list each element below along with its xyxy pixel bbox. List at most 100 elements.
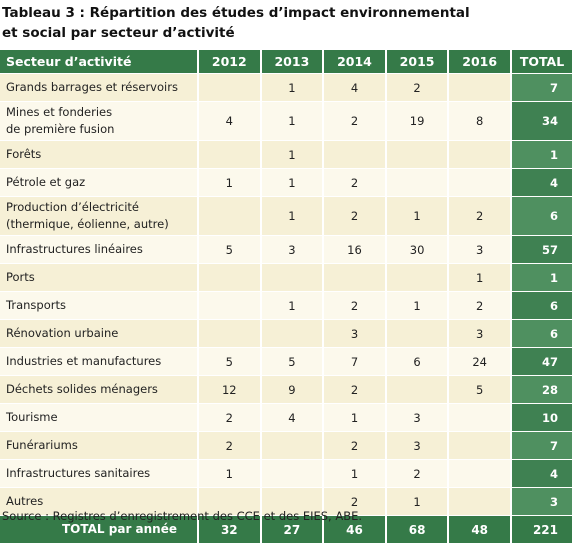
row-label: Industries et manufactures	[0, 348, 197, 375]
row-total: 7	[512, 432, 572, 459]
cell: 9	[261, 376, 323, 403]
cell: 1	[261, 169, 323, 196]
cell	[449, 488, 510, 515]
cell	[449, 404, 510, 431]
cell	[449, 460, 510, 487]
row-total: 28	[512, 376, 572, 403]
table-row: Tourisme 2 4 1 3 10	[0, 404, 572, 431]
cell: 2	[324, 488, 385, 515]
cell: 7	[324, 348, 385, 375]
cell	[261, 432, 323, 459]
total-cell: 221	[512, 516, 572, 543]
column-header: 2016	[449, 50, 510, 73]
cell: 2	[324, 102, 385, 140]
cell: 1	[386, 292, 448, 319]
row-total: 6	[512, 320, 572, 347]
cell: 2	[449, 292, 510, 319]
cell: 4	[261, 404, 323, 431]
total-cell: 48	[449, 516, 510, 543]
table-row: Industries et manufactures 5 5 7 6 24 47	[0, 348, 572, 375]
cell: 2	[386, 74, 448, 101]
cell	[199, 264, 260, 291]
cell	[386, 376, 448, 403]
cell: 16	[324, 236, 385, 263]
cell: 2	[199, 432, 260, 459]
table-row: Production d’électricité (thermique, éol…	[0, 197, 572, 235]
cell: 4	[199, 102, 260, 140]
cell: 1	[324, 404, 385, 431]
cell: 4	[324, 74, 385, 101]
cell: 1	[324, 460, 385, 487]
cell: 1	[386, 488, 448, 515]
row-total: 4	[512, 460, 572, 487]
cell	[261, 320, 323, 347]
column-header: 2013	[261, 50, 323, 73]
table: Secteur d’activité 2012 2013 2014 2015 2016 TO…	[0, 49, 572, 544]
row-label: Production d’électricité (thermique, éol…	[0, 197, 197, 235]
cell: 5	[449, 376, 510, 403]
cell	[449, 432, 510, 459]
total-cell: 68	[386, 516, 448, 543]
cell: 1	[449, 264, 510, 291]
cell: 24	[449, 348, 510, 375]
table-row: Infrastructures linéaires 5 3 16 30 3 57	[0, 236, 572, 263]
cell: 1	[261, 292, 323, 319]
table-row: Autres 2 1 3	[0, 488, 572, 515]
cell: 5	[261, 348, 323, 375]
row-label: Infrastructures sanitaires	[0, 460, 197, 487]
cell: 1	[261, 74, 323, 101]
cell	[199, 74, 260, 101]
cell	[261, 460, 323, 487]
table-row: Funérariums 2 2 3 7	[0, 432, 572, 459]
row-total: 10	[512, 404, 572, 431]
row-label: Autres	[0, 488, 197, 515]
cell	[261, 264, 323, 291]
column-header: 2014	[324, 50, 385, 73]
row-total: 7	[512, 74, 572, 101]
row-total: 3	[512, 488, 572, 515]
column-header: TOTAL	[512, 50, 572, 73]
table-row: Forêts 1 1	[0, 141, 572, 168]
cell	[449, 169, 510, 196]
cell: 3	[261, 236, 323, 263]
row-total: 6	[512, 197, 572, 235]
row-label: Funérariums	[0, 432, 197, 459]
cell	[199, 488, 260, 515]
cell: 2	[324, 432, 385, 459]
table-row: Ports 1 1	[0, 264, 572, 291]
cell: 1	[199, 460, 260, 487]
cell: 2	[199, 404, 260, 431]
cell: 3	[386, 432, 448, 459]
cell	[386, 320, 448, 347]
cell: 3	[324, 320, 385, 347]
cell	[386, 264, 448, 291]
cell	[324, 264, 385, 291]
table-row: Rénovation urbaine 3 3 6	[0, 320, 572, 347]
cell: 1	[261, 102, 323, 140]
header-row: Secteur d’activité 2012 2013 2014 2015 2016 TO…	[0, 50, 572, 73]
row-label: Déchets solides ménagers	[0, 376, 197, 403]
cell	[449, 141, 510, 168]
cell: 2	[324, 292, 385, 319]
cell	[386, 169, 448, 196]
table-row: Transports 1 2 1 2 6	[0, 292, 572, 319]
cell: 1	[261, 141, 323, 168]
row-label: Pétrole et gaz	[0, 169, 197, 196]
row-total: 6	[512, 292, 572, 319]
table-row: Déchets solides ménagers 12 9 2 5 28	[0, 376, 572, 403]
cell	[261, 488, 323, 515]
cell: 3	[449, 320, 510, 347]
row-label: Grands barrages et réservoirs	[0, 74, 197, 101]
cell: 5	[199, 236, 260, 263]
cell: 8	[449, 102, 510, 140]
row-label: Infrastructures linéaires	[0, 236, 197, 263]
cell: 2	[324, 197, 385, 235]
row-label: Rénovation urbaine	[0, 320, 197, 347]
row-label: Mines et fonderies de première fusion	[0, 102, 197, 140]
table-title: Tableau 3 : Répartition des études d’imp…	[2, 5, 470, 41]
column-header: Secteur d’activité	[0, 50, 197, 73]
source-note: Source : Registres d’enregistrement des …	[2, 509, 363, 523]
cell	[199, 197, 260, 235]
cell	[199, 141, 260, 168]
cell	[386, 141, 448, 168]
